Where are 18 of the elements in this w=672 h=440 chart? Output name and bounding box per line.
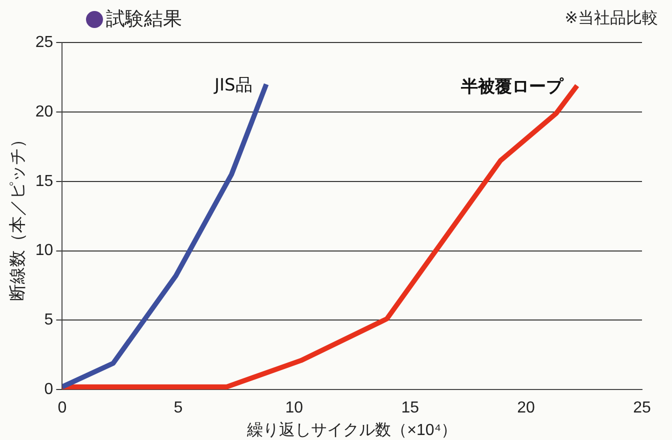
x-tick-label: 15 bbox=[401, 400, 420, 417]
x-tick-label: 20 bbox=[517, 400, 536, 417]
series-label: 半被覆ロープ bbox=[460, 77, 564, 98]
x-axis-title: 繰り返しサイクル数（×10⁴） bbox=[246, 420, 458, 439]
series-label: JIS品 bbox=[213, 76, 252, 96]
y-tick-label: 10 bbox=[35, 242, 54, 260]
x-tick-label: 5 bbox=[174, 400, 183, 417]
y-tick-label: 25 bbox=[35, 34, 54, 52]
y-tick-label: 5 bbox=[44, 312, 54, 329]
y-tick-label: 15 bbox=[35, 172, 54, 190]
y-tick-label: 0 bbox=[44, 381, 54, 398]
chart-title: 試験結果 bbox=[106, 7, 182, 32]
x-tick-label: 10 bbox=[285, 400, 304, 417]
x-tick-label: 0 bbox=[58, 400, 67, 417]
y-axis-title: 断線数（本／ピッチ） bbox=[8, 131, 27, 302]
y-tick-label: 20 bbox=[35, 103, 54, 120]
text: ※当社品比較 bbox=[564, 8, 658, 29]
x-tick-label: 25 bbox=[633, 400, 651, 417]
